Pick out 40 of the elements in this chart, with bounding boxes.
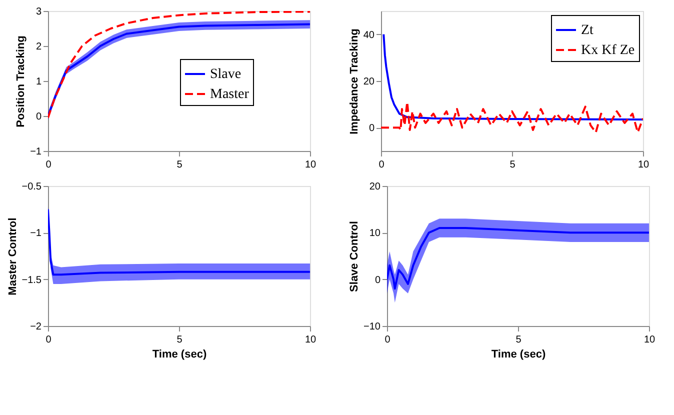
y-tick-label: 1 [36, 76, 42, 88]
y-tick-label: 10 [369, 228, 381, 240]
y-tick-label: 0 [368, 123, 375, 134]
x-tick-label: 0 [46, 334, 52, 346]
y-tick-label: 0 [36, 112, 42, 122]
x-tick-label: 5 [176, 334, 183, 346]
y-tick-label: −10 [364, 322, 381, 332]
y-tick-label: 2 [36, 42, 42, 52]
x-tick-label: 10 [644, 334, 656, 346]
x-tick-label: 0 [384, 334, 391, 346]
y-tick-label: 0 [374, 274, 381, 286]
line-series [387, 227, 649, 290]
x-tick-label: 5 [510, 160, 516, 170]
x-tick-label: 10 [304, 160, 316, 170]
y-axis-title: Slave Control [348, 221, 361, 292]
x-tick-label: 5 [516, 334, 522, 346]
y-tick-label: −0.5 [22, 182, 42, 192]
y-axis-title: Position Tracking [15, 36, 28, 128]
x-tick-label: 5 [176, 160, 183, 170]
y-tick-label: −1 [30, 228, 42, 240]
y-tick-label: 20 [369, 182, 381, 192]
y-axis-title: Master Control [6, 218, 19, 296]
x-tick-label: 10 [638, 160, 650, 170]
line-series [381, 101, 643, 134]
y-axis-title: Impedance Tracking [348, 28, 360, 134]
x-tick-label: 0 [46, 160, 52, 170]
x-tick-label: 10 [304, 334, 316, 346]
x-axis-title: Time (sec) [152, 348, 207, 360]
line-series [382, 33, 643, 120]
y-tick-label: 3 [36, 6, 42, 18]
x-axis-title: Time (sec) [491, 348, 546, 360]
legend-label: Master [210, 87, 250, 102]
y-tick-label: 20 [363, 76, 375, 88]
legend-label: Kx Kf Ze [581, 43, 635, 58]
legend-label: Zt [581, 23, 594, 38]
y-tick-label: −1 [30, 146, 42, 158]
y-tick-label: −2 [30, 322, 42, 332]
y-tick-label: 40 [363, 30, 375, 41]
y-tick-label: −1.5 [22, 274, 42, 286]
legend-label: Slave [210, 67, 242, 82]
